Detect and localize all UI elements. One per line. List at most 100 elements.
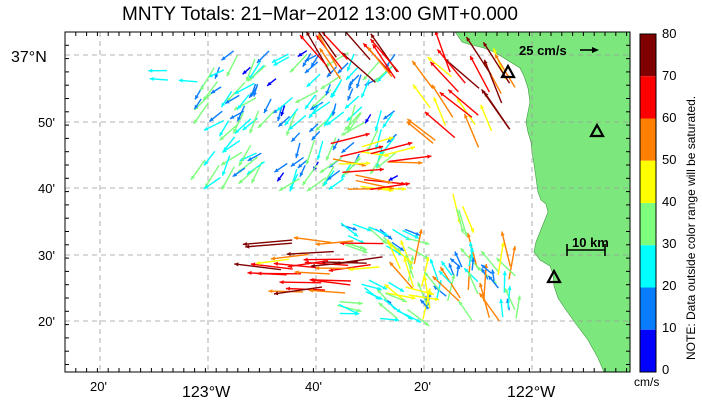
current-vector <box>203 150 216 166</box>
current-vector <box>285 111 297 136</box>
current-vector <box>388 261 414 290</box>
current-vector <box>331 103 337 116</box>
current-vector <box>406 118 436 141</box>
current-vector <box>487 275 499 289</box>
current-vector <box>463 113 480 148</box>
current-vector <box>193 102 210 125</box>
current-vector <box>347 79 354 91</box>
x-tick-label: 122°W <box>507 384 556 401</box>
current-vector <box>236 94 250 110</box>
current-vector <box>370 182 410 191</box>
current-vector <box>465 36 492 76</box>
current-vector <box>504 287 516 310</box>
x-tick-label: 20' <box>90 379 107 394</box>
current-vector <box>345 244 368 254</box>
current-vector <box>369 38 400 73</box>
current-vector <box>344 32 371 61</box>
current-vector <box>345 66 359 81</box>
coastline-land <box>454 32 630 372</box>
current-vector <box>413 229 423 265</box>
current-vector <box>249 110 260 134</box>
current-vector <box>310 260 358 268</box>
radar-site-marker[interactable] <box>500 63 516 79</box>
current-vector <box>458 300 473 321</box>
current-vector <box>222 136 236 152</box>
radar-site-marker[interactable] <box>589 122 605 138</box>
current-vector <box>346 104 356 131</box>
current-vector <box>271 53 289 64</box>
current-vector <box>402 229 420 240</box>
current-vector <box>221 155 231 176</box>
current-vector <box>406 308 430 327</box>
current-vector <box>431 84 454 118</box>
current-vector <box>393 307 413 321</box>
current-vector <box>280 105 286 117</box>
current-vector <box>311 130 321 141</box>
current-vector <box>341 141 355 154</box>
current-vector <box>403 257 415 288</box>
current-vector <box>385 292 407 303</box>
current-vector <box>193 98 202 110</box>
colorbar-segment <box>640 76 656 119</box>
current-vector <box>305 139 316 165</box>
current-vector <box>423 271 441 292</box>
colorbar-segment <box>640 329 656 372</box>
current-vector <box>236 105 246 122</box>
plot-frame <box>64 31 631 373</box>
current-vector <box>203 119 225 131</box>
current-vector <box>406 237 430 246</box>
colorbar-segment <box>640 245 656 288</box>
current-vector <box>276 172 285 182</box>
current-vector <box>456 264 461 277</box>
colorbar-tick-label: 50 <box>662 152 676 167</box>
current-vector <box>337 62 349 74</box>
current-vector <box>338 303 360 315</box>
current-vector <box>362 60 381 81</box>
current-vector <box>454 251 463 268</box>
colorbar-tick-label: 10 <box>662 320 676 335</box>
current-vector <box>289 168 298 191</box>
current-vector <box>346 53 355 72</box>
current-vector <box>319 47 341 80</box>
current-vector <box>308 123 319 133</box>
current-vector <box>247 152 262 162</box>
current-vector <box>361 136 394 148</box>
current-vector <box>434 32 451 73</box>
current-vector <box>347 88 354 101</box>
current-vector <box>287 260 329 269</box>
current-vector <box>288 114 307 131</box>
current-vector <box>238 166 258 185</box>
current-vector <box>458 209 468 237</box>
current-vector <box>332 138 340 151</box>
current-vector <box>320 75 342 90</box>
current-vector <box>234 118 252 135</box>
current-vector <box>342 167 384 173</box>
colorbar-labels: 80 70 60 50 40 30 20 10 0 <box>662 26 676 377</box>
colorbar-segment <box>640 34 656 77</box>
current-vector <box>515 295 522 319</box>
colorbar-tick-label: 0 <box>662 362 669 377</box>
current-vector <box>340 145 384 158</box>
current-vector <box>256 50 270 64</box>
current-vector <box>247 270 287 276</box>
current-vector <box>447 89 479 116</box>
current-vector <box>411 60 433 89</box>
current-vector <box>497 242 505 276</box>
y-tick-label: 37°N <box>11 49 47 66</box>
radar-sites <box>500 63 605 284</box>
current-vector <box>456 208 465 234</box>
y-tick-label: 30' <box>38 248 55 263</box>
colorbar-segment <box>640 118 656 161</box>
current-vector <box>412 84 431 109</box>
current-vector <box>364 113 372 124</box>
current-vector <box>305 32 332 75</box>
current-vector <box>317 34 338 67</box>
current-vector <box>253 83 259 97</box>
current-vector <box>220 166 235 190</box>
radar-site-marker[interactable] <box>546 268 562 284</box>
current-vector <box>208 110 223 122</box>
colorbar-tick-label: 60 <box>662 110 676 125</box>
current-vector <box>479 282 490 318</box>
current-vector <box>374 110 382 132</box>
current-vector <box>467 271 479 295</box>
